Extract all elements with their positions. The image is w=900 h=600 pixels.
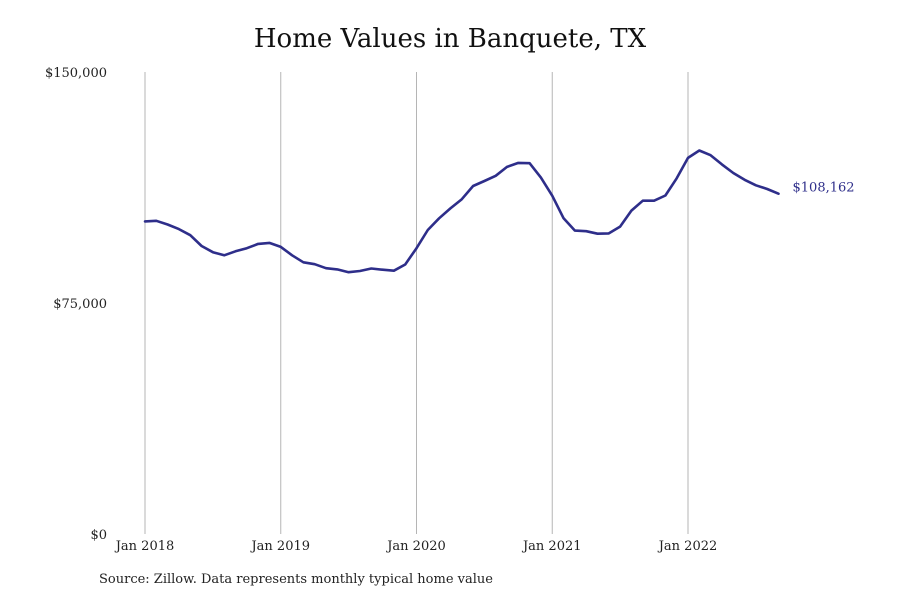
x-tick-label: Jan 2019 <box>249 539 310 554</box>
x-tick-label: Jan 2021 <box>521 539 582 554</box>
chart-title: Home Values in Banquete, TX <box>253 24 647 54</box>
end-label-layer: $108,162 <box>793 181 855 196</box>
x-tick-label: Jan 2020 <box>385 539 446 554</box>
x-tick-label: Jan 2022 <box>657 539 718 554</box>
x-axis-tick-labels: Jan 2018 Jan 2019 Jan 2020 Jan 2021 Jan 2022 <box>114 539 718 554</box>
y-tick-label: $150,000 <box>45 66 107 81</box>
y-tick-label: $75,000 <box>53 297 107 312</box>
y-axis-tick-labels: $0 $75,000 $150,000 <box>45 66 107 543</box>
x-tick-label: Jan 2018 <box>114 539 175 554</box>
series-line <box>143 149 780 274</box>
source-note: Source: Zillow. Data represents monthly … <box>99 572 493 587</box>
vertical-gridlines <box>144 72 689 534</box>
y-tick-label: $0 <box>90 528 107 543</box>
series-layer <box>143 149 780 274</box>
end-value-label: $108,162 <box>793 181 855 196</box>
